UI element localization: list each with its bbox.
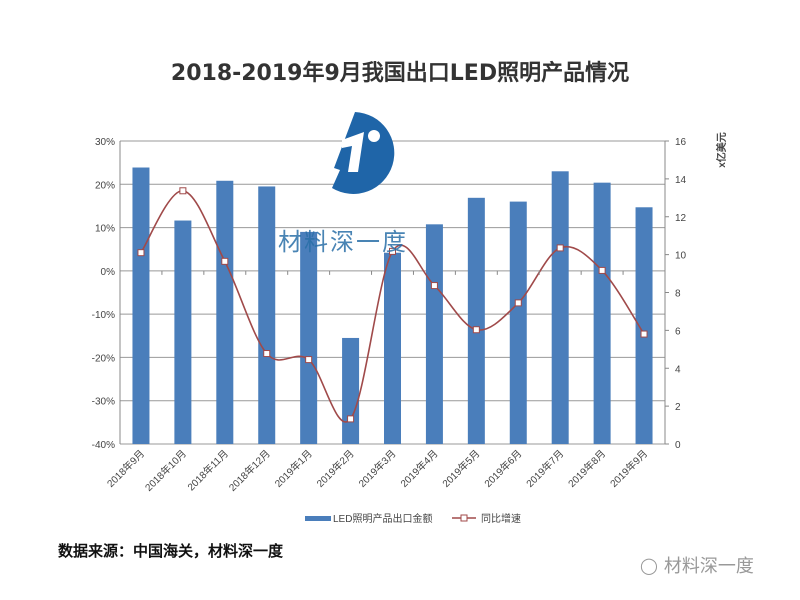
right-tick-label: 6 bbox=[675, 326, 681, 337]
left-tick-label: -40% bbox=[92, 440, 115, 451]
right-tick-label: 16 bbox=[675, 137, 687, 148]
growth-point bbox=[556, 244, 564, 252]
right-tick-label: 4 bbox=[675, 364, 681, 375]
growth-point bbox=[640, 330, 648, 338]
watermark-text: 材料深一度 bbox=[278, 228, 408, 256]
bar bbox=[425, 224, 443, 444]
legend-line-label: 同比增速 bbox=[481, 512, 521, 525]
right-tick-label: 14 bbox=[675, 175, 687, 186]
bar bbox=[132, 167, 150, 444]
x-tick-label: 2018年10月 bbox=[142, 447, 189, 494]
x-tick-label: 2018年9月 bbox=[104, 447, 147, 490]
bar bbox=[551, 171, 569, 445]
left-tick-label: 0% bbox=[101, 267, 116, 278]
right-tick-label: 2 bbox=[675, 402, 681, 413]
right-tick-label: 10 bbox=[675, 251, 687, 262]
chart-title: 2018-2019年9月我国出口LED照明产品情况 bbox=[170, 61, 630, 86]
bar bbox=[593, 182, 611, 444]
growth-point bbox=[221, 257, 229, 265]
wechat-watermark-text: 材料深一度 bbox=[663, 556, 754, 577]
growth-point bbox=[389, 247, 396, 255]
left-tick-label: -10% bbox=[92, 310, 115, 321]
right-tick-label: 0 bbox=[675, 440, 681, 451]
growth-point bbox=[137, 249, 145, 257]
bar bbox=[635, 207, 653, 444]
x-tick-label: 2019年7月 bbox=[523, 447, 566, 490]
wechat-icon: ◯ bbox=[640, 555, 658, 575]
growth-point bbox=[179, 187, 187, 195]
growth-point bbox=[305, 356, 313, 364]
left-tick-label: 20% bbox=[95, 180, 115, 191]
left-tick-label: 30% bbox=[95, 137, 115, 148]
x-tick-label: 2019年6月 bbox=[481, 447, 524, 490]
x-tick-label: 2018年11月 bbox=[185, 447, 231, 493]
growth-line bbox=[137, 187, 648, 423]
growth-point bbox=[598, 266, 606, 274]
bar bbox=[384, 252, 401, 444]
bar bbox=[216, 180, 234, 445]
growth-point bbox=[263, 350, 271, 358]
growth-point bbox=[430, 282, 438, 290]
growth-point bbox=[472, 326, 480, 334]
legend-bar-swatch bbox=[305, 516, 331, 521]
left-tick-label: -30% bbox=[92, 397, 115, 408]
legend: LED照明产品出口金额 同比增速 bbox=[305, 512, 521, 525]
bar bbox=[258, 186, 276, 444]
legend-line-marker bbox=[460, 514, 468, 522]
bars bbox=[132, 167, 653, 445]
logo-icon bbox=[332, 112, 395, 194]
x-tick-label: 2018年12月 bbox=[226, 447, 273, 494]
x-tick-label: 2019年4月 bbox=[398, 447, 441, 490]
bar bbox=[300, 231, 318, 444]
x-tick-label: 2019年9月 bbox=[607, 447, 650, 490]
x-tick-label: 2019年2月 bbox=[314, 447, 357, 490]
left-tick-label: 10% bbox=[95, 224, 115, 235]
left-tick-label: -20% bbox=[92, 353, 115, 364]
bar bbox=[174, 220, 192, 444]
x-tick-label: 2019年5月 bbox=[439, 447, 482, 490]
x-tick-label: 2019年1月 bbox=[272, 447, 315, 490]
right-axis-label: x亿美元 bbox=[715, 132, 728, 168]
wechat-watermark: ◯ 材料深一度 bbox=[640, 552, 754, 578]
growth-point bbox=[514, 299, 522, 307]
bar bbox=[342, 337, 360, 444]
right-tick-label: 12 bbox=[675, 213, 687, 224]
bar bbox=[467, 197, 485, 444]
legend-bar-label: LED照明产品出口金额 bbox=[333, 512, 432, 525]
bar bbox=[509, 201, 527, 444]
x-tick-label: 2019年3月 bbox=[356, 447, 399, 490]
x-tick-label: 2019年8月 bbox=[565, 447, 608, 490]
right-tick-label: 8 bbox=[675, 289, 681, 300]
growth-point bbox=[347, 415, 355, 423]
data-source: 数据来源：中国海关，材料深一度 bbox=[58, 542, 284, 560]
